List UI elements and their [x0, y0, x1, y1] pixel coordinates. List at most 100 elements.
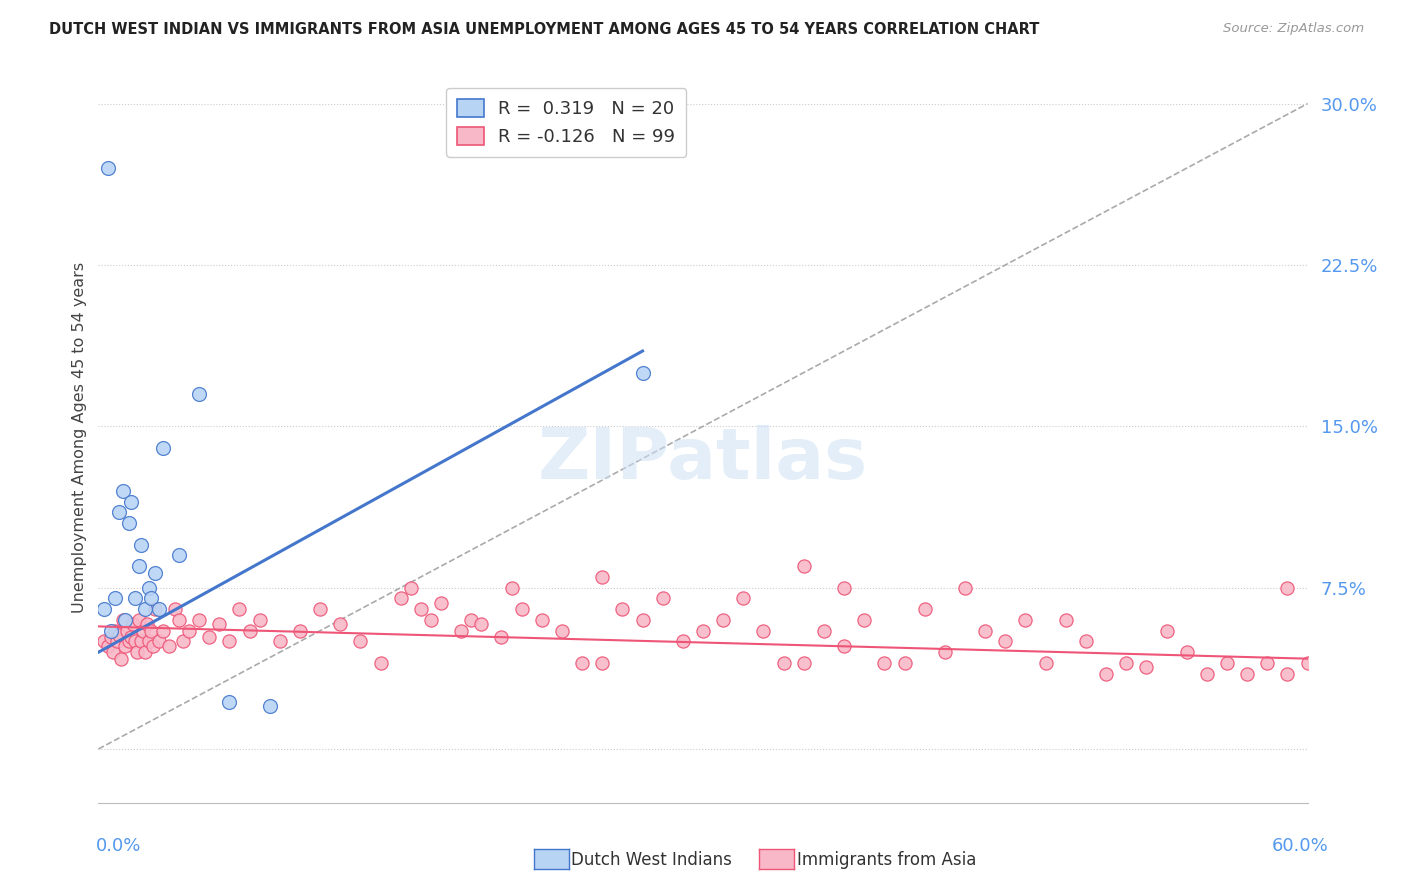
Point — [551, 624, 574, 638]
Point — [349, 634, 371, 648]
Point — [309, 602, 332, 616]
Point — [510, 602, 533, 616]
Point — [129, 634, 152, 648]
Point — [124, 591, 146, 606]
Point — [893, 656, 915, 670]
Point — [179, 624, 201, 638]
Point — [409, 602, 432, 616]
Point — [1195, 666, 1218, 681]
Point — [143, 566, 166, 580]
Point — [134, 645, 156, 659]
Point — [97, 161, 120, 176]
Point — [167, 613, 190, 627]
Point — [450, 624, 472, 638]
Point — [259, 698, 281, 713]
Point — [139, 591, 162, 606]
Point — [121, 617, 143, 632]
Point — [188, 387, 211, 401]
Text: 60.0%: 60.0% — [1272, 837, 1329, 855]
Point — [208, 617, 231, 632]
Point — [129, 538, 152, 552]
Point — [135, 617, 157, 632]
Point — [249, 613, 271, 627]
Point — [103, 624, 125, 638]
Text: Immigrants from Asia: Immigrants from Asia — [797, 851, 977, 869]
Point — [118, 516, 141, 530]
Point — [288, 624, 311, 638]
Point — [571, 656, 593, 670]
Point — [1156, 624, 1178, 638]
Point — [631, 613, 654, 627]
Point — [612, 602, 634, 616]
Point — [399, 581, 422, 595]
Point — [128, 559, 150, 574]
Text: DUTCH WEST INDIAN VS IMMIGRANTS FROM ASIA UNEMPLOYMENT AMONG AGES 45 TO 54 YEARS: DUTCH WEST INDIAN VS IMMIGRANTS FROM ASI… — [49, 22, 1039, 37]
Point — [111, 613, 134, 627]
Point — [420, 613, 443, 627]
Point — [103, 591, 125, 606]
Point — [733, 591, 755, 606]
Point — [530, 613, 553, 627]
Point — [118, 634, 141, 648]
Point — [772, 656, 794, 670]
Point — [128, 613, 150, 627]
Point — [501, 581, 523, 595]
Point — [711, 613, 734, 627]
Point — [389, 591, 412, 606]
Point — [138, 581, 160, 595]
Point — [591, 570, 613, 584]
Point — [101, 645, 124, 659]
Point — [114, 613, 136, 627]
Point — [110, 651, 132, 665]
Point — [269, 634, 291, 648]
Point — [157, 639, 180, 653]
Point — [100, 624, 122, 638]
Point — [167, 549, 190, 563]
Point — [370, 656, 392, 670]
Point — [139, 624, 162, 638]
Point — [793, 559, 815, 574]
Point — [198, 630, 221, 644]
Point — [672, 634, 695, 648]
Point — [1256, 656, 1278, 670]
Point — [994, 634, 1017, 648]
Point — [460, 613, 482, 627]
Point — [813, 624, 835, 638]
Point — [120, 494, 142, 508]
Point — [148, 602, 170, 616]
Point — [1054, 613, 1077, 627]
Text: Source: ZipAtlas.com: Source: ZipAtlas.com — [1223, 22, 1364, 36]
Text: Dutch West Indians: Dutch West Indians — [571, 851, 731, 869]
Point — [1216, 656, 1239, 670]
Point — [470, 617, 492, 632]
Y-axis label: Unemployment Among Ages 45 to 54 years: Unemployment Among Ages 45 to 54 years — [72, 261, 87, 613]
Point — [93, 634, 115, 648]
Point — [974, 624, 997, 638]
Point — [491, 630, 513, 644]
Point — [692, 624, 714, 638]
Point — [105, 634, 128, 648]
Point — [125, 645, 148, 659]
Point — [143, 602, 166, 616]
Point — [163, 602, 186, 616]
Point — [218, 695, 240, 709]
Point — [934, 645, 956, 659]
Point — [1296, 656, 1319, 670]
Point — [953, 581, 976, 595]
Point — [93, 602, 115, 616]
Point — [142, 639, 165, 653]
Point — [1014, 613, 1036, 627]
Point — [124, 634, 146, 648]
Text: ZIPatlas: ZIPatlas — [538, 425, 868, 493]
Point — [134, 602, 156, 616]
Point — [97, 639, 120, 653]
Point — [793, 656, 815, 670]
Point — [1175, 645, 1198, 659]
Point — [1236, 666, 1258, 681]
Point — [832, 581, 855, 595]
Point — [1095, 666, 1118, 681]
Point — [107, 628, 129, 642]
Point — [148, 634, 170, 648]
Point — [1135, 660, 1157, 674]
Point — [914, 602, 936, 616]
